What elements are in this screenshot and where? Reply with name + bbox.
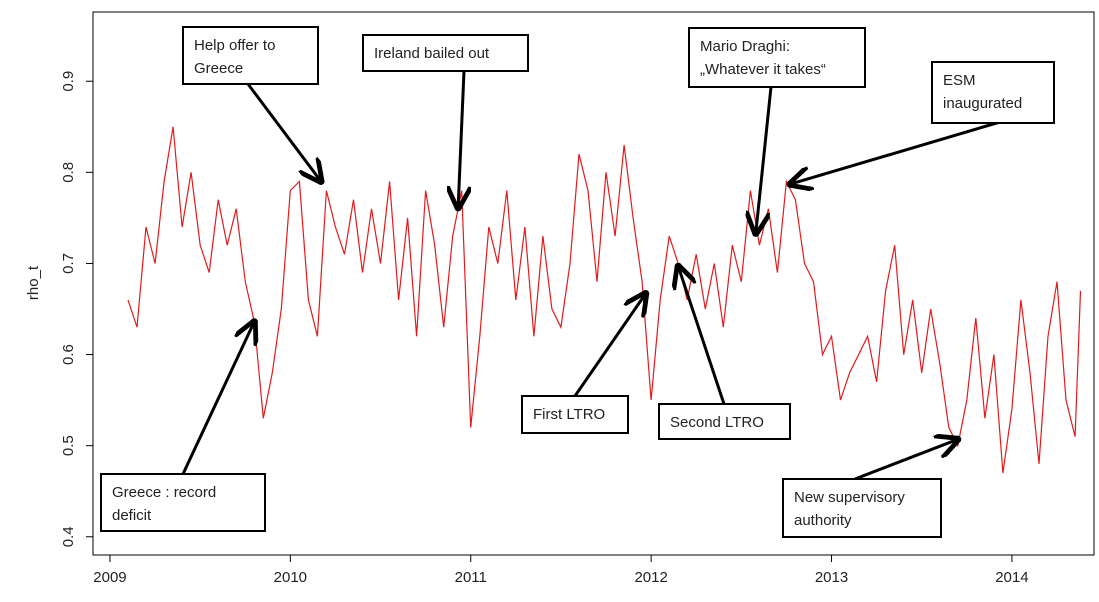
annotation-text: ESM [943, 72, 976, 89]
annotation-text: Second LTRO [670, 414, 764, 431]
annotation-box [182, 26, 319, 85]
data-line [127, 126, 1082, 474]
annotation-point [250, 318, 258, 326]
y-axis-label: rho_t [25, 265, 42, 300]
annotation-arrow [181, 322, 254, 475]
x-tick-label: 2014 [995, 569, 1028, 586]
annotation-text: authority [794, 512, 852, 529]
annotation-arrow [458, 70, 464, 208]
annotation-arrow [756, 86, 773, 233]
annotation-text: Mario Draghi: [700, 38, 790, 55]
y-tick-label: 0.6 [60, 344, 77, 365]
annotation-point [752, 229, 760, 237]
x-tick-label: 2009 [93, 569, 126, 586]
annotation-point [674, 262, 682, 270]
x-tick-label: 2012 [634, 569, 667, 586]
annotation-box [362, 34, 529, 72]
annotation-arrow [854, 439, 958, 481]
annotation-point [642, 290, 650, 298]
annotation-text: New supervisory [794, 489, 905, 506]
annotation-point [317, 177, 325, 185]
annotation-box [688, 27, 866, 88]
x-tick-label: 2010 [274, 569, 307, 586]
annotation-arrow [678, 266, 726, 405]
annotation-point [454, 204, 462, 212]
y-tick-label: 0.5 [60, 435, 77, 456]
annotation-point [954, 435, 962, 443]
annotation-text: Help offer to [194, 37, 275, 54]
annotation-box [100, 473, 266, 532]
annotation-box [658, 403, 791, 440]
annotation-point [786, 180, 794, 188]
annotation-arrow [246, 83, 321, 181]
annotation-text: „Whatever it takes“ [700, 61, 826, 78]
annotation-arrow [573, 294, 646, 397]
x-tick-label: 2013 [815, 569, 848, 586]
x-tick-label: 2011 [455, 569, 487, 586]
annotation-text: deficit [112, 507, 152, 524]
y-tick-label: 0.7 [60, 253, 77, 274]
annotation-text: First LTRO [533, 406, 605, 423]
annotation-text: Ireland bailed out [374, 45, 490, 62]
plot-frame [92, 11, 1095, 556]
annotation-text: inaugurated [943, 95, 1022, 112]
annotation-box [782, 478, 942, 538]
annotation-text: Greece [194, 60, 243, 77]
y-tick-label: 0.8 [60, 162, 77, 183]
y-tick-label: 0.9 [60, 71, 77, 92]
annotation-arrow [790, 120, 1001, 184]
annotation-box [931, 61, 1055, 124]
annotation-box [521, 395, 629, 434]
y-tick-label: 0.4 [60, 526, 77, 547]
annotation-text: Greece : record [112, 484, 216, 501]
